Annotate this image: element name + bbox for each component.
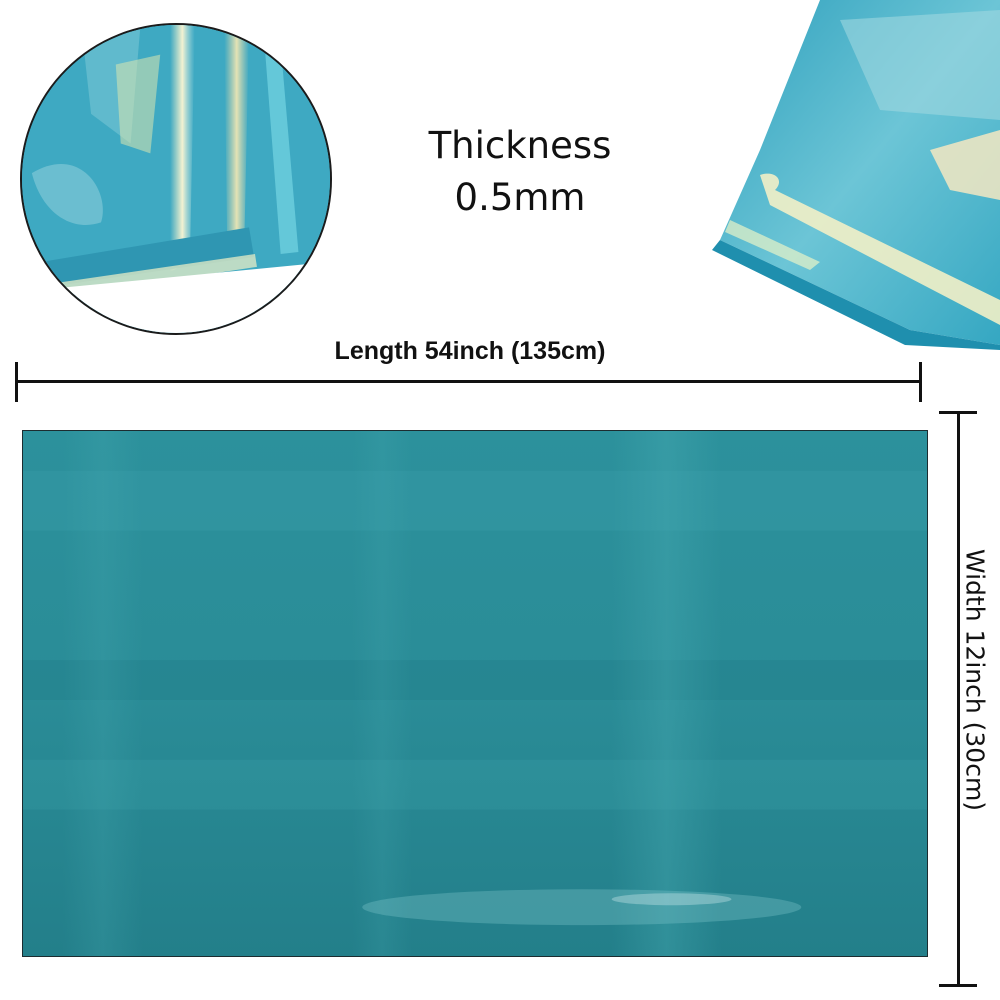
- rolled-sheet-photo: [712, 0, 1000, 350]
- closeup-illustration: [22, 25, 330, 333]
- width-tick-top: [939, 411, 977, 414]
- length-dimension-line: [16, 380, 922, 383]
- sheet-texture: [23, 431, 927, 956]
- thickness-label: Thickness: [428, 124, 612, 167]
- width-label: Width 12inch (30cm): [960, 548, 990, 812]
- closeup-photo: [20, 23, 332, 335]
- length-label: Length 54inch (135cm): [334, 337, 606, 365]
- length-tick-right: [919, 362, 922, 402]
- thickness-text: Thickness 0.5mm: [380, 120, 660, 224]
- length-tick-left: [15, 362, 18, 402]
- width-dimension-line: [957, 412, 960, 986]
- thickness-value: 0.5mm: [454, 176, 586, 219]
- width-tick-bottom: [939, 984, 977, 987]
- sheet-photo: [22, 430, 928, 957]
